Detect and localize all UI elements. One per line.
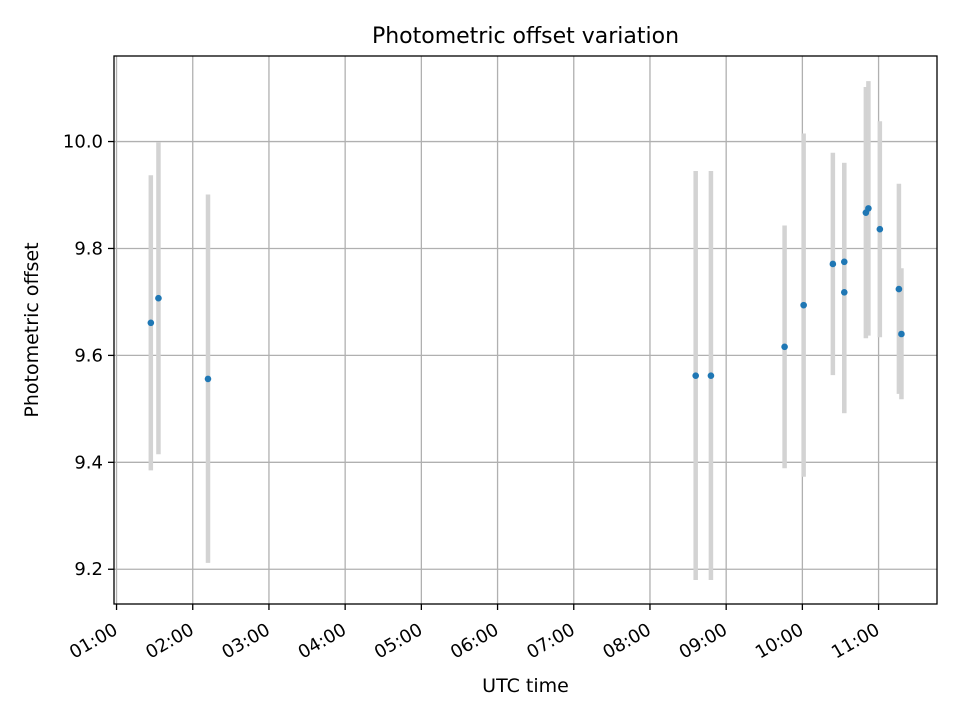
y-tick-label: 9.2 [74, 559, 103, 580]
data-point [781, 343, 788, 351]
x-tick-label: 05:00 [371, 619, 426, 663]
x-tick-label: 10:00 [752, 619, 807, 663]
data-point [840, 289, 848, 296]
data-point [876, 225, 884, 233]
grid-lines [114, 56, 937, 604]
x-axis-label: UTC time [482, 675, 569, 697]
y-axis-label: Photometric offset [21, 242, 43, 417]
data-point [895, 285, 903, 293]
x-tick-label: 11:00 [828, 619, 883, 663]
data-point [865, 205, 872, 212]
plot-area-frame [113, 55, 938, 605]
x-tick-label: 02:00 [142, 619, 197, 663]
data-point [829, 260, 837, 268]
data-point [147, 319, 155, 327]
x-tick-label: 07:00 [523, 619, 578, 663]
data-point [840, 258, 848, 266]
x-tick-label: 03:00 [218, 619, 273, 663]
y-tick-label: 10.0 [63, 132, 103, 153]
chart-title: Photometric offset variation [372, 24, 679, 49]
error-bars [148, 81, 904, 580]
data-point [692, 372, 699, 380]
x-tick-label: 09:00 [676, 619, 731, 663]
y-tick-label: 9.6 [74, 345, 103, 366]
x-tick-label: 01:00 [66, 619, 121, 663]
data-point [155, 294, 162, 302]
data-point [204, 375, 212, 383]
data-point [898, 330, 905, 338]
data-point [800, 301, 807, 309]
data-points [147, 205, 905, 383]
axis-ticks: 01:00 02:00 03:00 04:00 05:00 06:00 07:00 08:00… [63, 132, 884, 664]
x-tick-label: 06:00 [447, 619, 502, 663]
x-tick-label: 04:00 [295, 619, 350, 663]
y-tick-label: 9.8 [74, 238, 103, 259]
y-tick-label: 9.4 [74, 452, 103, 473]
x-tick-label: 08:00 [599, 619, 654, 663]
data-point [707, 372, 715, 380]
